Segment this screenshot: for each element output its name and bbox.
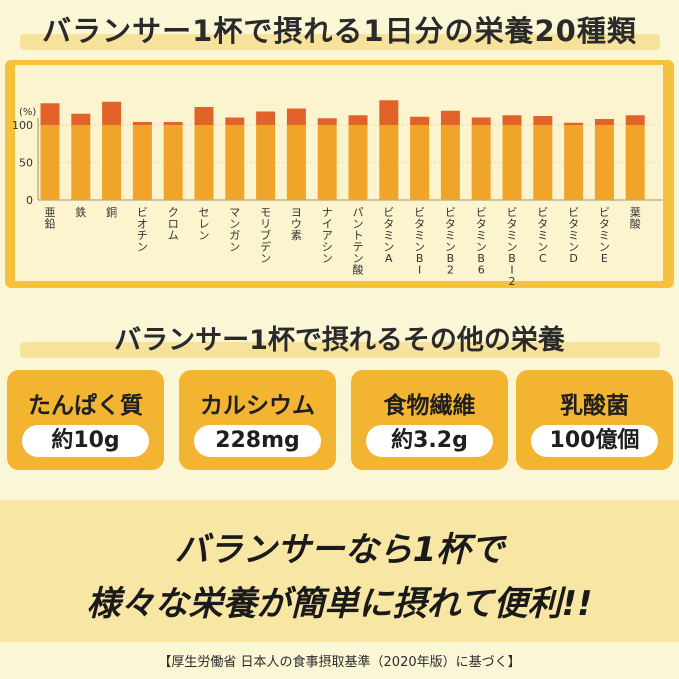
title-highlight (20, 34, 660, 50)
bar-excess (256, 111, 276, 125)
bar-base (594, 125, 614, 200)
x-tick-label: ビタミン B I 2 (507, 206, 518, 288)
nutrient-name: 乳酸菌 (560, 393, 629, 419)
bar-excess (225, 117, 245, 125)
nutrient-amount: 約3.2g (366, 425, 493, 457)
x-tick-label: ヨウ素 (291, 206, 302, 242)
y-tick-label: 50 (19, 157, 33, 170)
nutrient-card-fiber: 食物繊維 約3.2g (351, 370, 508, 470)
x-tick-label: ビタミン B 2 (445, 206, 456, 277)
x-tick-label: セレン (199, 206, 210, 242)
y-tick-label: 0 (26, 194, 33, 207)
bar-base (256, 125, 276, 200)
nutrient-name: たんぱく質 (28, 393, 143, 419)
bar-excess (625, 115, 645, 125)
bar-base (225, 125, 245, 200)
bar-base (102, 125, 122, 200)
x-tick-label: ビタミン B 6 (476, 206, 487, 277)
tagline-line-1: バランサーなら1杯で (174, 530, 505, 570)
bar-base (194, 125, 214, 200)
bar-excess (71, 113, 91, 125)
nutrient-bar-chart: (%) 0 50 100 亜鉛 鉄 銅 ビオチン クロム セレン マンガン モリブデン ヨウ素 ナイアシン… (12, 100, 662, 288)
bar-excess (163, 122, 183, 125)
bar-excess (564, 122, 584, 125)
bar-excess (533, 116, 553, 125)
x-tick-label: マンガン (229, 206, 240, 254)
nutrient-card-lactobacillus: 乳酸菌 100億個 (516, 370, 673, 470)
bar-excess (40, 103, 60, 125)
bar-excess (502, 115, 522, 125)
x-tick-label: ナイアシン (322, 206, 333, 265)
source-footnote: 【厚生労働省 日本人の食事摂取基準（2020年版）に基づく】 (158, 655, 521, 670)
x-tick-label: 銅 (106, 205, 117, 219)
bar-excess (410, 116, 430, 125)
bar-excess (379, 100, 399, 125)
bar-excess (440, 110, 460, 125)
bar-base (317, 125, 337, 200)
x-tick-label: ビタミン B I (414, 206, 425, 277)
y-tick-label: 100 (12, 119, 33, 132)
bar-excess (286, 108, 306, 125)
bar-base (163, 125, 183, 200)
bar-excess (102, 101, 122, 125)
nutrient-name: 食物繊維 (383, 393, 476, 419)
bar-base (71, 125, 91, 200)
bar-base (533, 125, 553, 200)
bar-base (564, 125, 584, 200)
x-tick-label: ビタミン E (599, 206, 610, 265)
x-tick-label: ビオチン (137, 206, 148, 254)
nutrient-amount: 228mg (194, 425, 321, 457)
sub-title: バランサー1杯で摂れるその他の栄養 (114, 325, 565, 356)
sub-title-band: バランサー1杯で摂れるその他の栄養 (0, 318, 679, 362)
bar-base (440, 125, 460, 200)
bar-base (502, 125, 522, 200)
y-axis-unit: (%) (19, 107, 36, 118)
bar-excess (194, 107, 214, 125)
main-title-band: バランサー1杯で摂れる1日分の栄養20種類 (0, 8, 679, 56)
bar-excess (594, 119, 614, 125)
bar-base (286, 125, 306, 200)
bar-excess (317, 118, 337, 125)
bar-excess (132, 122, 152, 125)
tagline-band: バランサーなら1杯で 様々な栄養が簡単に摂れて便利!! (0, 500, 679, 642)
x-tick-label: ビタミン D (568, 206, 579, 265)
nutrient-card-calcium: カルシウム 228mg (179, 370, 336, 470)
x-tick-label: パントテン酸 (353, 206, 364, 277)
x-tick-label: モリブデン (260, 206, 271, 265)
tagline-line-2: 様々な栄養が簡単に摂れて便利!! (86, 584, 593, 624)
bar-base (132, 125, 152, 200)
x-tick-label: ビタミン C (537, 206, 548, 265)
bar-base (379, 125, 399, 200)
main-title: バランサー1杯で摂れる1日分の栄養20種類 (42, 14, 637, 48)
chart-area (15, 65, 663, 281)
x-tick-label: 葉酸 (630, 205, 641, 231)
bar-excess (471, 117, 491, 125)
x-tick-label: クロム (168, 206, 179, 242)
nutrient-amount: 100億個 (531, 425, 658, 457)
bar-base (471, 125, 491, 200)
bar-base (40, 125, 60, 200)
sub-title-highlight (20, 342, 660, 358)
nutrient-amount: 約10g (22, 425, 149, 457)
nutrient-card-protein: たんぱく質 約10g (7, 370, 164, 470)
bar-excess (348, 115, 368, 125)
bar-base (625, 125, 645, 200)
x-tick-label: 亜鉛 (45, 206, 56, 231)
nutrient-name: カルシウム (200, 393, 315, 419)
x-tick-label: 鉄 (75, 205, 86, 219)
bar-base (410, 125, 430, 200)
bar-base (348, 125, 368, 200)
x-tick-label: ビタミン A (383, 206, 394, 265)
